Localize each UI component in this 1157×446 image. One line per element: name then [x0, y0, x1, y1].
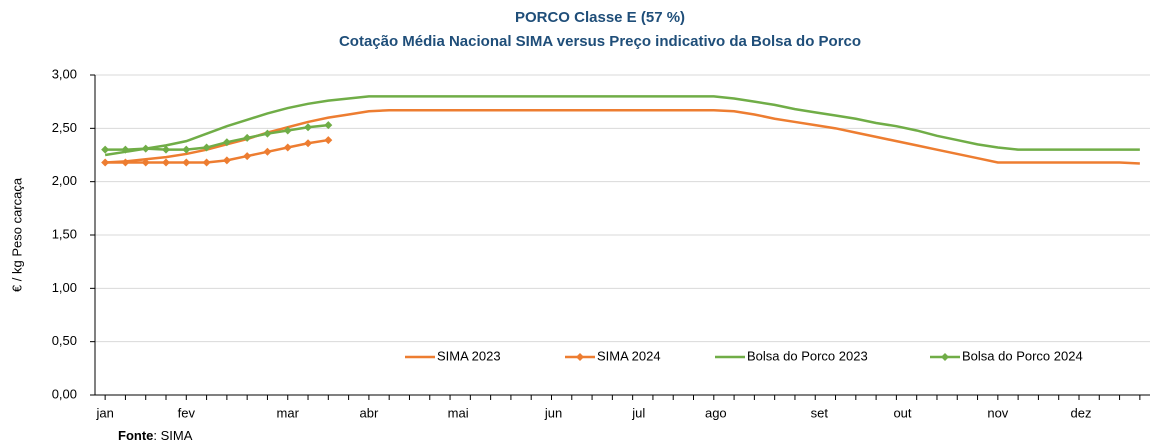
- chart-subtitle: Cotação Média Nacional SIMA versus Preço…: [339, 33, 861, 50]
- series-line: [104, 95, 1140, 157]
- marker: [324, 121, 333, 130]
- x-tick-label: set: [811, 405, 829, 420]
- legend-label: Bolsa do Porco 2024: [962, 348, 1083, 363]
- legend-label: Bolsa do Porco 2023: [747, 348, 868, 363]
- legend-item: SIMA 2024: [565, 348, 661, 363]
- marker: [243, 152, 252, 161]
- chart-title: PORCO Classe E (57 %): [515, 9, 685, 26]
- marker: [182, 145, 191, 154]
- marker: [202, 143, 211, 152]
- y-tick-label: 1,50: [52, 226, 77, 241]
- marker: [101, 158, 110, 167]
- marker: [222, 156, 231, 165]
- legend-marker: [941, 353, 949, 361]
- marker: [121, 158, 130, 167]
- x-tick-label: mar: [277, 405, 300, 420]
- x-tick-label: dez: [1071, 405, 1092, 420]
- legend-item: Bolsa do Porco 2024: [930, 348, 1083, 363]
- marker: [324, 136, 333, 145]
- x-tick-label: nov: [987, 405, 1008, 420]
- y-axis-title: € / kg Peso carcaça: [9, 177, 24, 292]
- marker: [162, 158, 171, 167]
- legend-label: SIMA 2023: [437, 348, 501, 363]
- x-tick-label: ago: [705, 405, 727, 420]
- y-tick-label: 2,00: [52, 173, 77, 188]
- x-tick-label: fev: [178, 405, 196, 420]
- y-tick-label: 2,50: [52, 120, 77, 135]
- x-tick-label: out: [893, 405, 911, 420]
- marker: [222, 138, 231, 147]
- marker: [263, 147, 272, 156]
- marker: [141, 144, 150, 153]
- legend-item: Bolsa do Porco 2023: [715, 348, 868, 363]
- marker: [283, 126, 292, 135]
- source-text: : SIMA: [153, 428, 192, 443]
- y-tick-label: 3,00: [52, 66, 77, 81]
- marker: [263, 129, 272, 138]
- legend-label: SIMA 2024: [597, 348, 661, 363]
- legend-marker: [576, 353, 584, 361]
- marker: [141, 158, 150, 167]
- x-tick-label: jan: [95, 405, 113, 420]
- x-tick-label: jul: [631, 405, 645, 420]
- marker: [121, 145, 130, 154]
- y-tick-label: 1,00: [52, 280, 77, 295]
- y-tick-label: 0,00: [52, 386, 77, 401]
- marker: [283, 143, 292, 152]
- marker: [202, 158, 211, 167]
- marker: [304, 139, 313, 148]
- y-tick-label: 0,50: [52, 333, 77, 348]
- marker: [162, 145, 171, 154]
- x-tick-label: jun: [544, 405, 562, 420]
- legend-item: SIMA 2023: [405, 348, 501, 363]
- marker: [101, 145, 110, 154]
- marker: [304, 123, 313, 132]
- source-label: Fonte: [118, 428, 153, 443]
- x-tick-label: abr: [359, 405, 378, 420]
- series-line: [105, 108, 1140, 165]
- source: Fonte: SIMA: [118, 428, 193, 443]
- marker: [243, 133, 252, 142]
- x-tick-label: mai: [448, 405, 469, 420]
- marker: [182, 158, 191, 167]
